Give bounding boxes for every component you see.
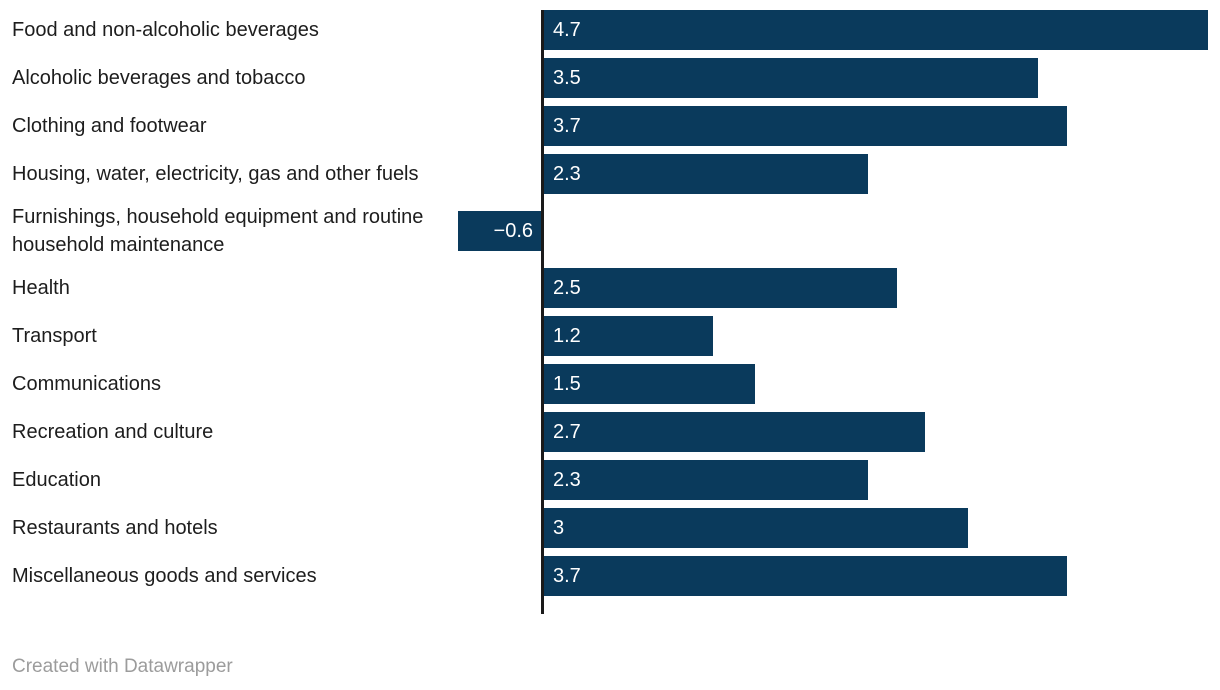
bar: 2.3 (543, 460, 868, 500)
value-label: 3.7 (553, 565, 581, 587)
bar: −0.6 (458, 211, 543, 251)
chart-rows: Food and non-alcoholic beverages 4.7 Alcoh… (0, 6, 1220, 600)
bar: 3.7 (543, 556, 1067, 596)
value-label: 4.7 (553, 19, 581, 41)
category-label: Alcoholic beverages and tobacco (12, 67, 306, 89)
bar: 1.5 (543, 364, 755, 404)
value-label: 2.3 (553, 163, 581, 185)
value-label: 3.5 (553, 67, 581, 89)
category-label: Housing, water, electricity, gas and oth… (12, 163, 419, 185)
chart-row: Food and non-alcoholic beverages 4.7 (0, 6, 1220, 54)
chart-row: Clothing and footwear 3.7 (0, 102, 1220, 150)
category-label: Recreation and culture (12, 421, 214, 443)
chart-row: Restaurants and hotels 3 (0, 504, 1220, 552)
value-label: 1.5 (553, 373, 581, 395)
bar: 2.3 (543, 154, 868, 194)
chart-row: Transport 1.2 (0, 312, 1220, 360)
chart-row: Alcoholic beverages and tobacco 3.5 (0, 54, 1220, 102)
value-label: 2.5 (553, 277, 581, 299)
chart-row: Communications 1.5 (0, 360, 1220, 408)
bar: 3 (543, 508, 968, 548)
category-label: Transport (12, 325, 97, 347)
bar: 3.7 (543, 106, 1067, 146)
chart-row: Furnishings, household equipment and rou… (0, 198, 1220, 264)
bar: 2.5 (543, 268, 897, 308)
category-label: Communications (12, 373, 161, 395)
category-label: Clothing and footwear (12, 115, 207, 137)
bar: 3.5 (543, 58, 1038, 98)
category-label: Education (12, 469, 101, 491)
category-label: Health (12, 277, 70, 299)
datawrapper-credit[interactable]: Created with Datawrapper (12, 656, 233, 677)
value-label: −0.6 (493, 220, 533, 242)
chart-row: Health 2.5 (0, 264, 1220, 312)
value-label: 2.3 (553, 469, 581, 491)
category-label: Food and non-alcoholic beverages (12, 19, 319, 41)
chart-row: Recreation and culture 2.7 (0, 408, 1220, 456)
value-label: 1.2 (553, 325, 581, 347)
value-label: 3.7 (553, 115, 581, 137)
baseline-axis (541, 10, 544, 614)
bar: 2.7 (543, 412, 925, 452)
chart-row: Housing, water, electricity, gas and oth… (0, 150, 1220, 198)
chart-row: Education 2.3 (0, 456, 1220, 504)
bar: 4.7 (543, 10, 1208, 50)
bar-chart: Food and non-alcoholic beverages 4.7 Alcoh… (0, 6, 1220, 614)
category-label: Furnishings, household equipment and rou… (12, 206, 424, 256)
category-label: Restaurants and hotels (12, 517, 218, 539)
bar: 1.2 (543, 316, 713, 356)
category-label: Miscellaneous goods and services (12, 565, 317, 587)
chart-row: Miscellaneous goods and services 3.7 (0, 552, 1220, 600)
value-label: 2.7 (553, 421, 581, 443)
value-label: 3 (553, 517, 565, 539)
